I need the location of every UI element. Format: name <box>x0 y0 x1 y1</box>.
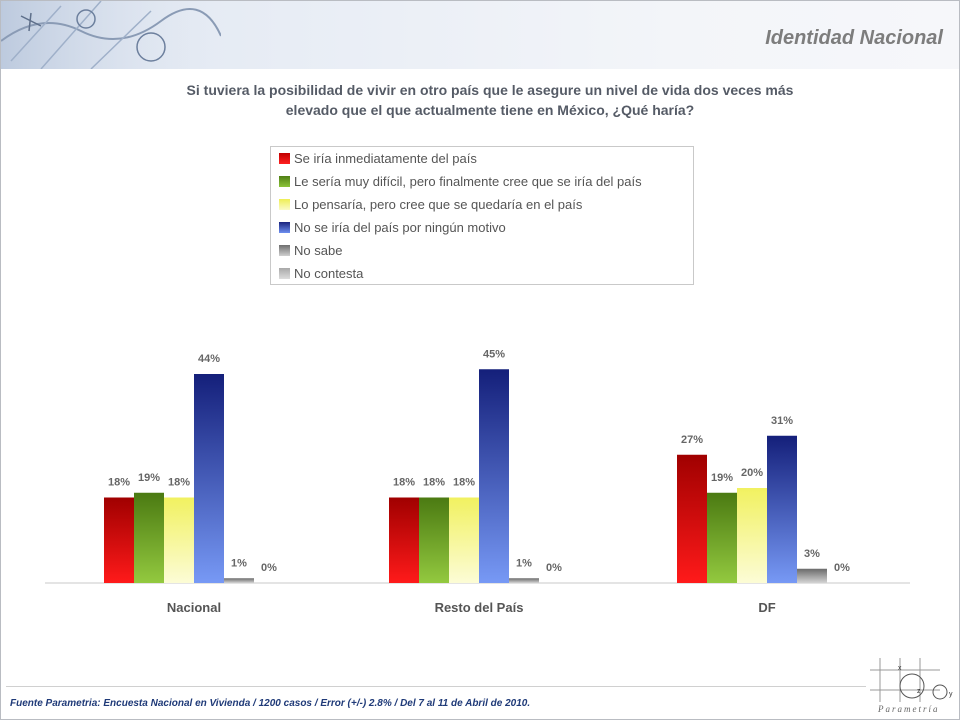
data-label-1-0: 18% <box>393 477 415 489</box>
category-label-2: DF <box>758 600 775 615</box>
page-title: Identidad Nacional <box>765 27 943 49</box>
legend-label-6: No contesta <box>294 265 364 281</box>
data-label-1-1: 18% <box>423 477 445 489</box>
data-label-2-3: 31% <box>771 415 793 427</box>
data-label-2-4: 3% <box>804 548 820 560</box>
bar-1-3 <box>479 369 509 583</box>
data-label-0-3: 44% <box>198 353 220 365</box>
legend-swatch-3 <box>279 198 290 210</box>
bar-2-1 <box>707 492 737 583</box>
bar-0-1 <box>134 492 164 583</box>
legend-item-6: No contesta <box>279 263 363 283</box>
data-label-1-2: 18% <box>453 477 475 489</box>
data-label-0-0: 18% <box>108 477 130 489</box>
data-label-2-1: 19% <box>711 472 733 484</box>
legend-label-3: Lo pensaría, pero cree que se quedaría e… <box>294 196 583 212</box>
bar-0-3 <box>194 374 224 583</box>
legend-label-4: No se iría del país por ningún motivo <box>294 219 506 235</box>
data-label-1-5: 0% <box>546 562 562 574</box>
data-label-1-3: 45% <box>483 348 505 360</box>
bar-1-1 <box>419 497 449 583</box>
question-text: Si tuviera la posibilidad de vivir en ot… <box>160 80 820 120</box>
legend-swatch-1 <box>279 152 290 164</box>
data-label-2-0: 27% <box>681 434 703 446</box>
bar-0-4 <box>224 578 254 583</box>
legend-label-2: Le sería muy difícil, pero finalmente cr… <box>294 173 642 189</box>
bar-0-0 <box>104 497 134 583</box>
footer-source: Fuente Parametria: Encuesta Nacional en … <box>10 698 531 709</box>
bars-group <box>104 369 827 583</box>
bar-1-0 <box>389 497 419 583</box>
legend-swatch-5 <box>279 244 290 256</box>
logo-axis-y: y <box>949 691 953 698</box>
bar-2-3 <box>767 435 797 583</box>
legend-item-4: No se iría del país por ningún motivo <box>279 217 506 237</box>
labels-group: 18% 19% 18% 44% 1% 0% 18% 18% 18% 45% 1% 0% 27% 19% 20… <box>108 348 850 574</box>
legend-swatch-2 <box>279 175 290 187</box>
legend-label-5: No sabe <box>294 242 343 258</box>
bar-2-0 <box>677 454 707 583</box>
legend-swatch-4 <box>279 221 290 233</box>
logo-text: Parametría <box>878 704 940 714</box>
header-map-art <box>1 1 221 69</box>
legend-swatch-6 <box>279 267 290 279</box>
legend-item-3: Lo pensaría, pero cree que se quedaría e… <box>279 194 582 214</box>
question-line-1: Si tuviera la posibilidad de vivir en ot… <box>186 82 794 98</box>
data-label-2-2: 20% <box>741 467 763 479</box>
bar-2-4 <box>797 568 827 583</box>
legend-item-2: Le sería muy difícil, pero finalmente cr… <box>279 171 642 191</box>
bar-0-2 <box>164 497 194 583</box>
bar-2-2 <box>737 488 767 583</box>
legend-item-5: No sabe <box>279 240 342 260</box>
category-labels-group: Nacional Resto del País DF <box>167 600 776 615</box>
data-label-1-4: 1% <box>516 557 532 569</box>
legend-label-1: Se iría inmediatamente del país <box>294 150 477 166</box>
logo-axis-z: z <box>917 688 921 695</box>
footer-divider <box>6 686 866 687</box>
data-label-2-5: 0% <box>834 562 850 574</box>
logo-axis-x: x <box>898 665 902 672</box>
data-label-0-2: 18% <box>168 477 190 489</box>
data-label-0-5: 0% <box>261 562 277 574</box>
legend-item-1: Se iría inmediatamente del país <box>279 148 477 168</box>
category-label-0: Nacional <box>167 600 221 615</box>
question-line-2: elevado que el que actualmente tiene en … <box>285 102 695 118</box>
bar-1-2 <box>449 497 479 583</box>
bar-1-4 <box>509 578 539 583</box>
data-label-0-1: 19% <box>138 472 160 484</box>
chart-legend: Se iría inmediatamente del país Le sería… <box>270 146 694 285</box>
parametria-logo: x y z <box>870 658 953 702</box>
header-banner: Identidad Nacional <box>1 1 959 69</box>
category-label-1: Resto del País <box>435 600 524 615</box>
data-label-0-4: 1% <box>231 557 247 569</box>
